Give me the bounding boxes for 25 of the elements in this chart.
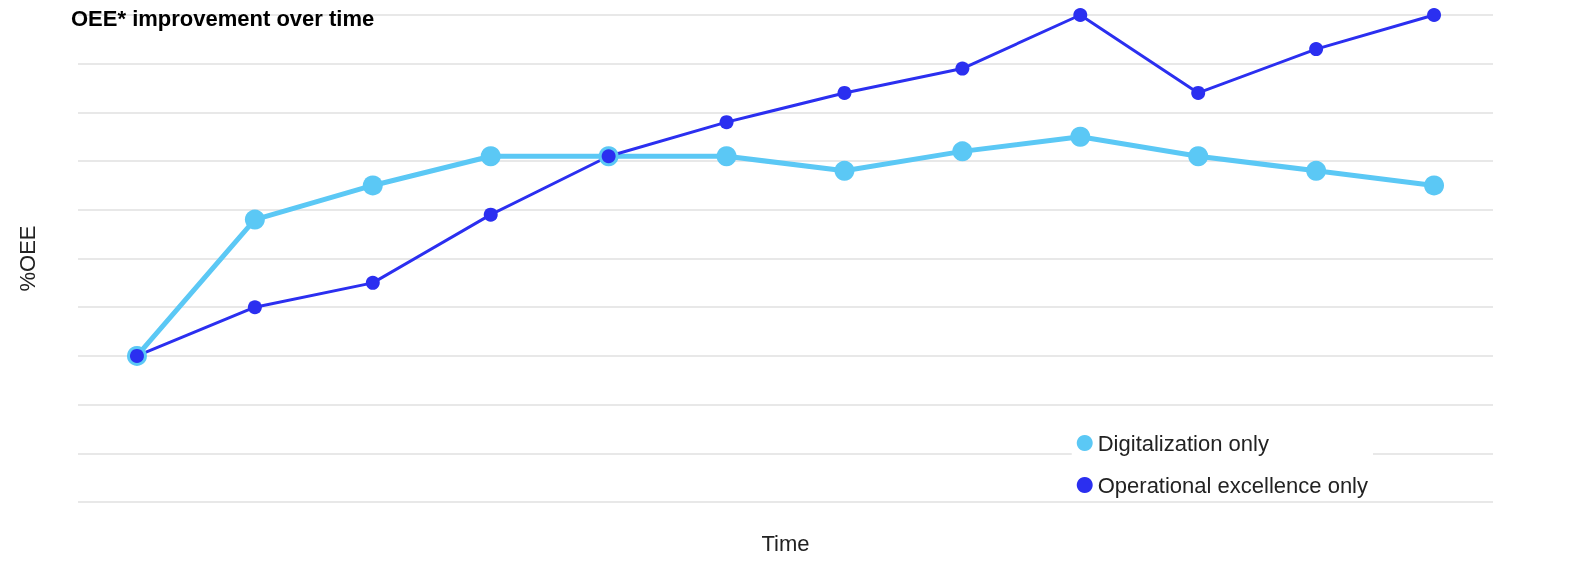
point xyxy=(1191,85,1206,100)
point xyxy=(955,61,970,76)
point xyxy=(719,115,734,130)
legend-label: Digitalization only xyxy=(1097,430,1269,456)
point xyxy=(480,146,501,167)
y-axis-title: %OEE xyxy=(14,225,40,292)
chart-title: OEE* improvement over time xyxy=(71,5,375,31)
point xyxy=(834,160,855,181)
point xyxy=(1427,8,1442,22)
point xyxy=(1424,175,1445,196)
point xyxy=(483,207,498,222)
point xyxy=(244,209,265,230)
point xyxy=(716,146,737,167)
point xyxy=(362,175,383,196)
point xyxy=(247,300,262,315)
point xyxy=(1188,146,1209,167)
point xyxy=(837,85,852,100)
point xyxy=(365,275,380,290)
point xyxy=(1306,160,1327,181)
point xyxy=(1073,8,1088,22)
legend-label: Operational excellence only xyxy=(1097,472,1369,498)
point xyxy=(1309,42,1324,57)
point xyxy=(952,141,973,162)
x-axis-title: Time xyxy=(761,530,810,556)
point xyxy=(1070,126,1091,147)
